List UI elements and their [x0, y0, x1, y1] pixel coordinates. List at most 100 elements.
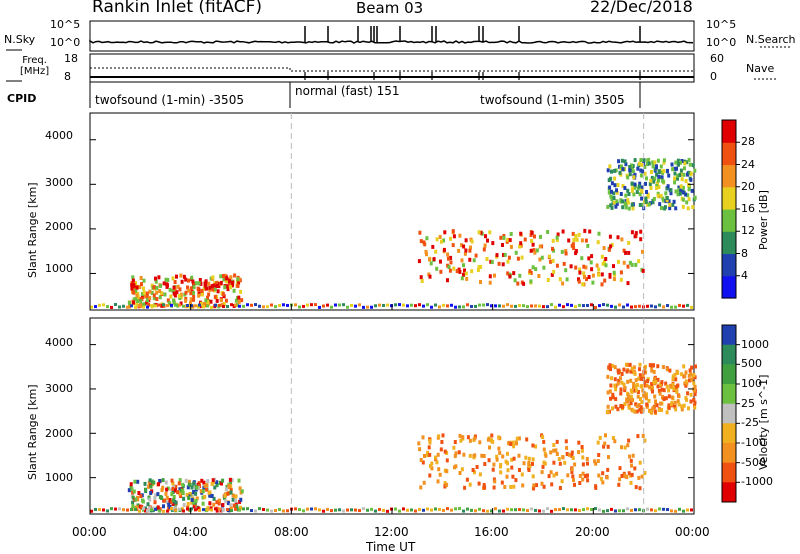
power-echo-cell [530, 239, 534, 243]
power-near-range-cell [258, 304, 261, 308]
velocity-near-range-cell [366, 508, 369, 512]
velocity-echo-cell [466, 435, 470, 440]
power-echo-cell [624, 199, 628, 204]
velocity-near-range-cell [538, 509, 541, 513]
velocity-near-range-cell [442, 508, 445, 512]
velocity-echo-cell [667, 394, 671, 399]
power-echo-cell [208, 285, 212, 290]
power-echo-cell [132, 283, 136, 288]
velocity-echo-cell [165, 500, 169, 505]
velocity-colorbar-segment [722, 482, 736, 503]
power-echo-cell [503, 252, 507, 257]
power-echo-cell [587, 256, 591, 261]
noise-left-tick-bottom: 10^0 [50, 36, 81, 49]
power-echo-cell [586, 243, 590, 248]
power-echo-cell [678, 173, 682, 178]
power-echo-cell [152, 296, 156, 301]
power-near-range-cell [470, 304, 473, 308]
velocity-echo-cell [524, 455, 528, 460]
velocity-near-range-cell [338, 508, 341, 512]
velocity-echo-cell [172, 494, 176, 499]
power-near-range-cell [182, 304, 185, 308]
velocity-echo-cell [607, 365, 611, 370]
radar-title: Rankin Inlet (fitACF) [92, 0, 263, 17]
power-echo-cell [155, 285, 159, 290]
power-echo-cell [136, 299, 139, 303]
power-near-range-cell [502, 304, 505, 308]
xtick-1: 04:00 [173, 525, 208, 539]
power-echo-cell [140, 295, 144, 300]
velocity-echo-cell [239, 505, 243, 510]
velocity-echo-cell [506, 451, 509, 456]
velocity-echo-cell [186, 502, 190, 506]
power-echo-cell [608, 185, 612, 190]
velocity-near-range-cell [542, 509, 545, 513]
velocity-echo-cell [468, 482, 472, 487]
velocity-near-range-cell [534, 508, 537, 512]
velocity-echo-cell [206, 479, 210, 484]
power-echo-cell [452, 234, 456, 239]
velocity-echo-cell [667, 403, 671, 408]
power-echo-cell [662, 169, 666, 174]
velocity-echo-cell [630, 366, 634, 371]
power-echo-cell [219, 280, 223, 285]
velocity-near-range-cell [618, 509, 621, 513]
velocity-echo-cell [661, 394, 664, 399]
velocity-echo-cell [200, 478, 204, 483]
velocity-echo-cell [157, 482, 160, 487]
velocity-echo-cell [552, 460, 556, 465]
velocity-near-range-cell [658, 507, 661, 511]
power-echo-cell [608, 164, 612, 169]
velocity-colorbar-tick-label: 1000 [741, 337, 769, 351]
cpid-label: CPID [7, 92, 37, 105]
velocity-echo-cell [499, 470, 503, 475]
velocity-echo-cell [512, 484, 516, 489]
velocity-echo-cell [614, 387, 618, 392]
velocity-echo-cell [418, 447, 422, 452]
power-echo-cell [571, 231, 575, 236]
velocity-echo-cell [693, 400, 697, 405]
velocity-echo-cell [165, 495, 169, 500]
power-near-range-cell [478, 303, 481, 307]
power-echo-cell [529, 248, 533, 253]
power-echo-cell [656, 158, 660, 163]
power-echo-cell [548, 254, 552, 259]
power-echo-cell [143, 294, 147, 299]
velocity-echo-cell [645, 404, 649, 409]
velocity-echo-cell [149, 484, 153, 489]
velocity-echo-cell [654, 399, 657, 404]
power-near-range-cell [538, 304, 541, 308]
power-echo-cell [676, 158, 680, 163]
power-echo-cell [519, 231, 523, 236]
power-echo-cell [572, 238, 576, 242]
velocity-near-range-cell [138, 509, 141, 513]
velocity-near-range-cell [546, 507, 549, 511]
power-echo-cell [135, 302, 139, 307]
velocity-echo-cell [625, 369, 629, 374]
power-echo-cell [691, 163, 695, 168]
power-echo-cell [684, 179, 688, 183]
power-echo-cell [451, 229, 455, 234]
power-near-range-cell [198, 303, 201, 307]
velocity-near-range-cell [154, 507, 157, 511]
power-echo-cell [178, 287, 182, 292]
velocity-echo-cell [129, 482, 133, 487]
power-echo-cell [464, 238, 468, 243]
velocity-echo-cell [511, 474, 515, 479]
power-echo-cell [519, 241, 523, 246]
power-echo-cell [449, 236, 452, 241]
power-echo-cell [154, 276, 157, 281]
power-echo-cell [619, 192, 623, 196]
velocity-echo-cell [647, 398, 651, 403]
power-echo-cell [172, 285, 176, 290]
velocity-echo-cell [493, 479, 497, 484]
power-echo-cell [679, 168, 683, 173]
power-echo-cell [215, 281, 218, 286]
velocity-echo-cell [650, 382, 654, 386]
velocity-echo-cell [428, 452, 432, 457]
xtick-0: 00:00 [72, 525, 107, 539]
power-echo-cell [176, 303, 180, 308]
velocity-echo-cell [686, 391, 690, 396]
velocity-echo-cell [673, 372, 677, 377]
power-echo-cell [616, 235, 620, 240]
